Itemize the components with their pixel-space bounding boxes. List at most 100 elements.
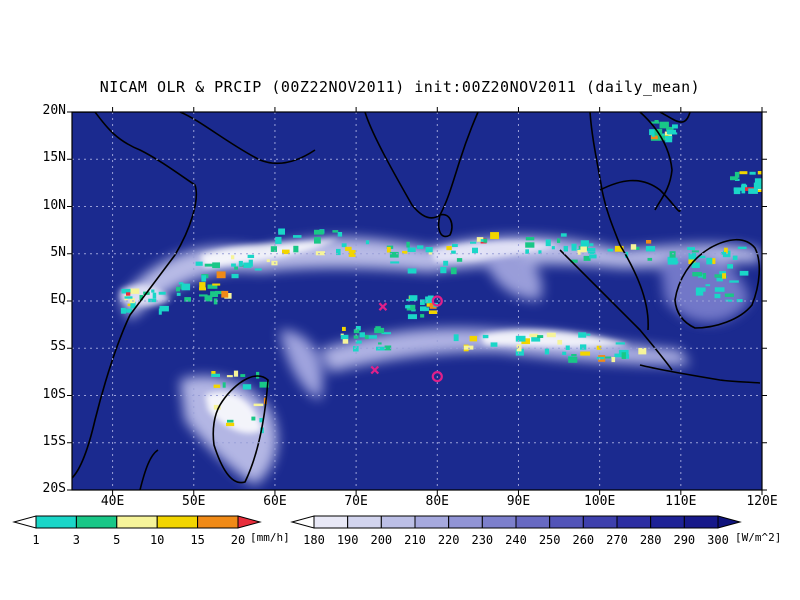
precip-cell xyxy=(739,171,748,175)
precip-cell xyxy=(651,132,655,137)
precip-cell xyxy=(480,239,485,242)
precip-cell xyxy=(367,335,377,339)
precip-cell xyxy=(688,258,696,264)
precip-cell xyxy=(725,299,733,302)
colorbar-tick-label: 20 xyxy=(230,533,246,547)
precip-cell xyxy=(233,370,239,377)
precip-cell xyxy=(650,121,660,124)
precip-cell xyxy=(293,235,302,238)
precip-cell xyxy=(611,357,616,363)
precip-cell xyxy=(669,251,676,258)
precip-cell xyxy=(741,183,746,189)
olr-unit-label: [W/m^2] xyxy=(735,531,782,544)
storm-marker-x xyxy=(378,302,388,311)
precip-cell xyxy=(614,245,624,252)
precip-cell xyxy=(451,250,456,254)
precip-cell xyxy=(515,335,526,342)
coastlines xyxy=(72,112,761,490)
precip-cell xyxy=(732,255,738,260)
coastline-borneo xyxy=(674,238,761,329)
precip-cell xyxy=(199,282,206,288)
precip-cell xyxy=(407,247,416,252)
colorbar-swatch xyxy=(448,515,483,529)
precip-cell xyxy=(336,248,341,256)
precip-cell xyxy=(443,260,449,266)
precip-cell xyxy=(596,345,602,350)
colorbar-swatch xyxy=(549,515,584,529)
precip-cell xyxy=(711,258,716,264)
precip-cell xyxy=(213,404,221,410)
lat-tick-label: 5S xyxy=(50,339,66,355)
precip-cell xyxy=(721,252,727,255)
precip-cell xyxy=(124,296,133,299)
precip-cell xyxy=(571,354,577,357)
precip-cell xyxy=(722,273,726,279)
precip-cell xyxy=(664,131,672,138)
precip-unit-label: [mm/h] xyxy=(250,531,290,544)
lat-tick-label: 15S xyxy=(42,433,66,449)
precip-cell xyxy=(266,259,270,263)
precip-cell xyxy=(151,289,155,293)
precip-cell xyxy=(247,254,255,258)
precip-cell xyxy=(282,249,290,255)
precip-cell xyxy=(665,137,673,143)
precip-cell xyxy=(714,274,722,278)
precip-cell xyxy=(121,288,132,294)
precip-cell xyxy=(381,332,391,335)
precip-cell xyxy=(212,283,221,286)
colorbar-tick-label: 250 xyxy=(538,533,561,547)
precip-cell xyxy=(345,246,352,251)
precip-cell xyxy=(754,178,762,184)
precip-cell xyxy=(463,345,474,350)
coastline-madagascar xyxy=(212,375,269,484)
colorbar-lower-triangle xyxy=(12,515,37,529)
precip-cell xyxy=(577,249,581,255)
coastline-sumatra xyxy=(559,249,673,371)
storm-marker-x xyxy=(370,365,380,375)
precip-cell xyxy=(254,268,262,271)
precip-cell xyxy=(406,241,410,248)
precip-cell xyxy=(342,339,349,344)
precip-cell xyxy=(130,288,140,294)
colorbar-tick-label: 280 xyxy=(639,533,662,547)
precip-cell xyxy=(127,303,133,307)
precip-cell xyxy=(275,236,282,244)
precip-cell xyxy=(546,332,556,338)
lat-tick-label: 20S xyxy=(42,481,66,496)
lat-tick-label: EQ xyxy=(50,292,66,307)
colorbar-swatch xyxy=(650,515,685,529)
precip-cell xyxy=(739,270,749,276)
precip-cell xyxy=(342,326,346,331)
colorbar-lower-triangle xyxy=(290,515,315,529)
lon-tick-label: 50E xyxy=(182,494,206,509)
precip-cell xyxy=(231,273,239,279)
precip-cell xyxy=(724,247,728,254)
precip-cell xyxy=(450,267,457,275)
storm-marker-circle xyxy=(431,371,443,383)
precip-cell xyxy=(647,257,653,261)
precip-colorbar xyxy=(12,515,262,529)
precip-cell xyxy=(667,257,678,265)
precip-cell xyxy=(384,345,392,351)
precip-cell xyxy=(490,342,498,347)
precip-cell xyxy=(589,254,597,259)
precip-cell xyxy=(374,327,385,334)
precip-cell xyxy=(314,229,324,235)
precip-cell xyxy=(691,262,700,268)
precip-cell xyxy=(515,348,524,356)
precip-cell xyxy=(469,335,478,342)
precip-cell xyxy=(544,348,550,355)
precip-cell xyxy=(638,347,647,355)
precip-cell xyxy=(341,243,347,248)
precip-cell xyxy=(580,344,587,350)
precip-cell xyxy=(176,292,181,296)
coastline-africa xyxy=(72,112,198,479)
precip-cell xyxy=(158,291,166,295)
precip-cell xyxy=(516,344,522,352)
coastline-arabia xyxy=(179,112,316,165)
colorbar-swatch xyxy=(347,515,382,529)
precip-cell xyxy=(365,240,370,245)
precip-cell xyxy=(483,238,488,243)
precip-cell xyxy=(607,248,614,252)
precip-cell xyxy=(359,332,365,338)
